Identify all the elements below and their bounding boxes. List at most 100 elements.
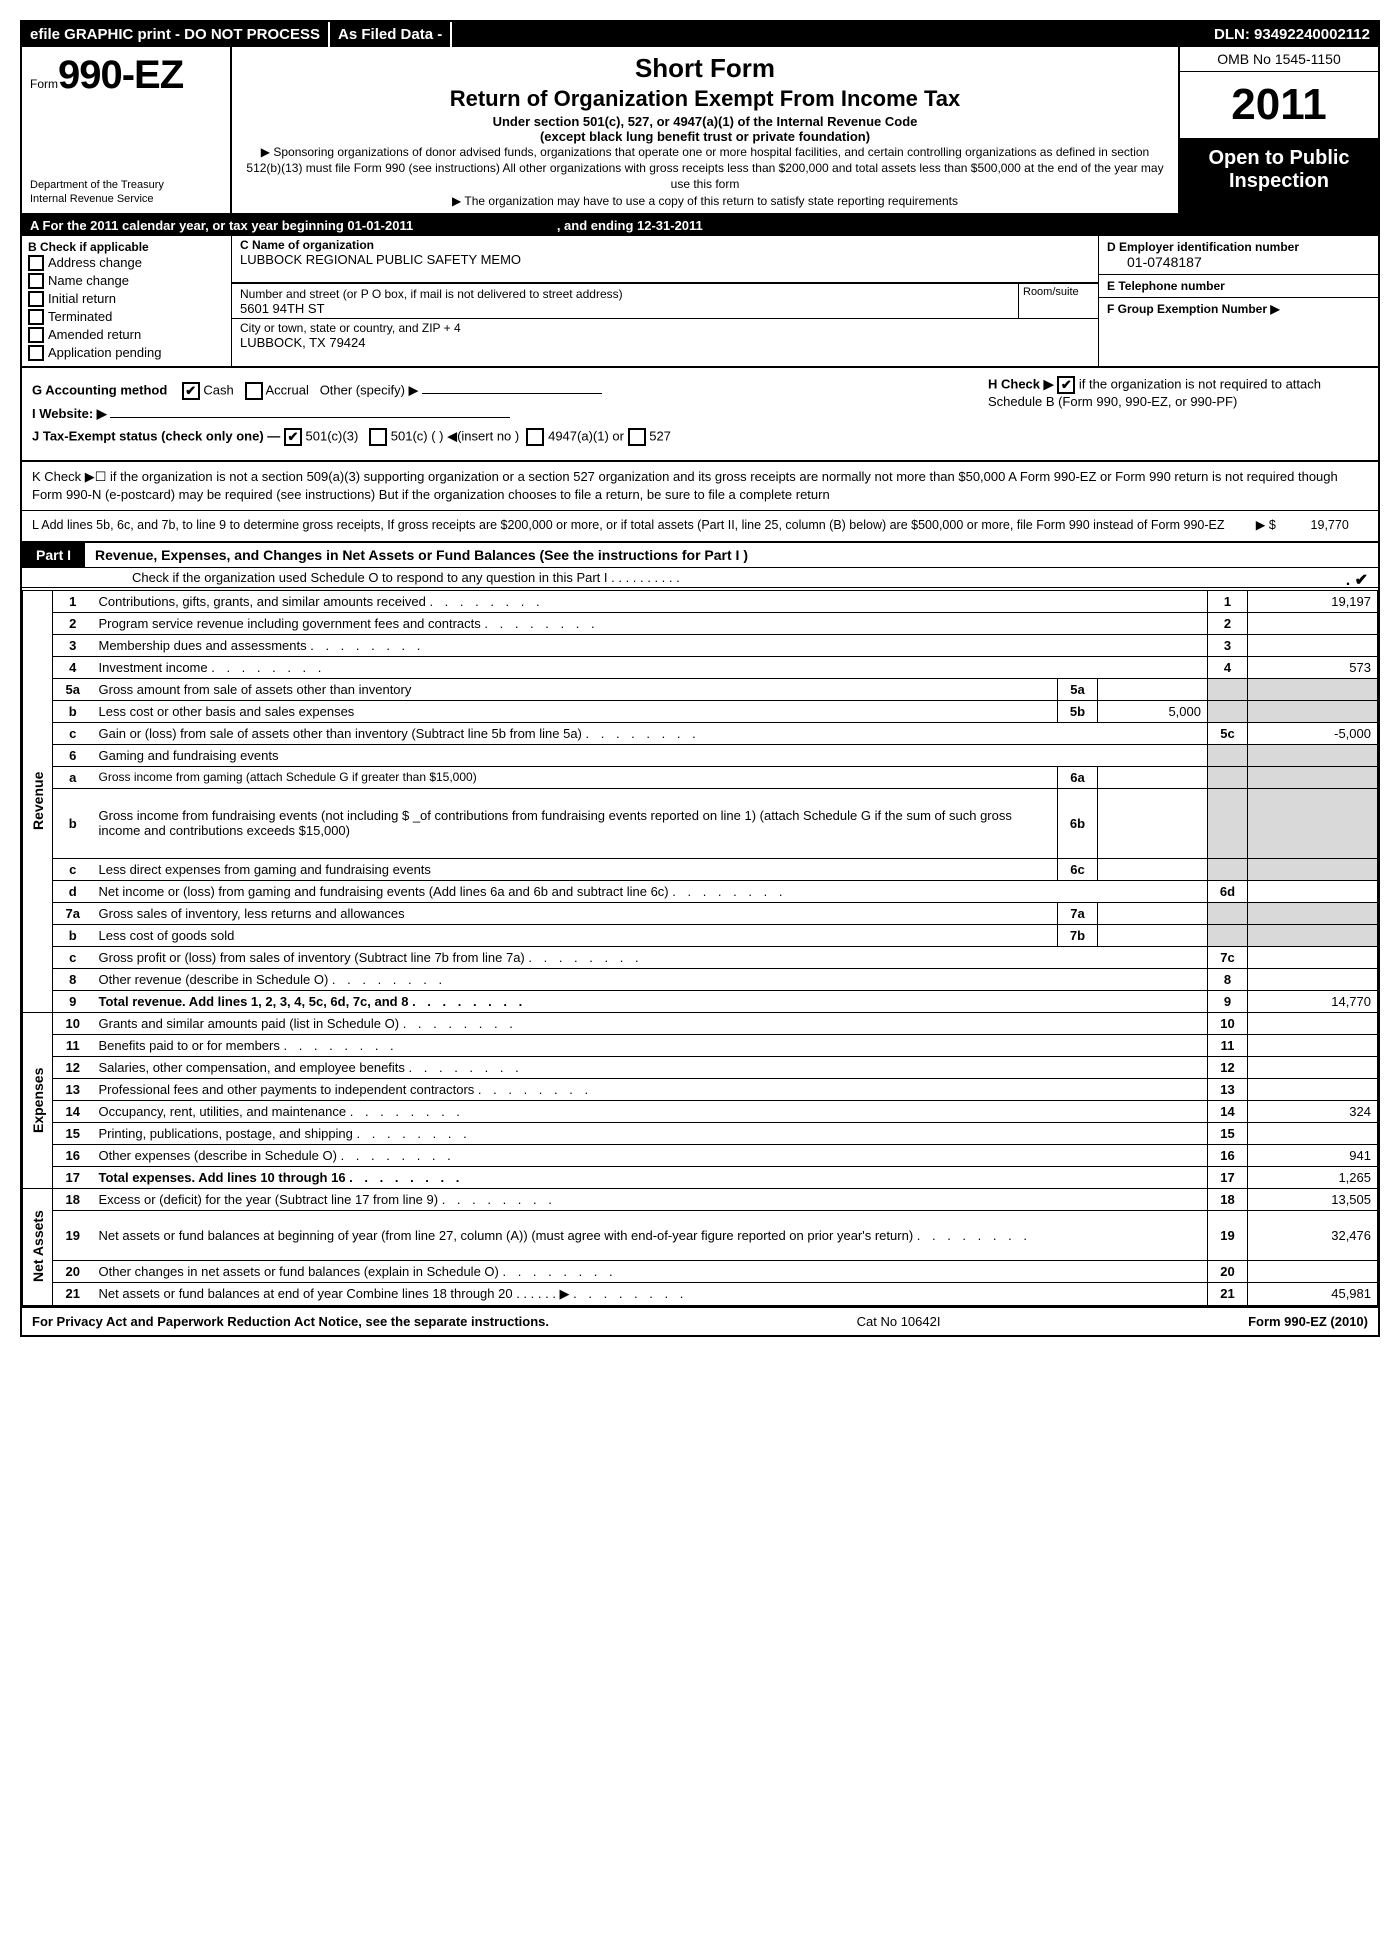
line-number: c (53, 858, 93, 880)
501c-checkbox[interactable] (369, 428, 387, 446)
line-number: 14 (53, 1100, 93, 1122)
gross-receipts: 19,770 (1311, 518, 1349, 532)
checkbox[interactable] (28, 291, 44, 307)
line-desc: Less cost of goods sold (93, 924, 1058, 946)
line-number: b (53, 788, 93, 858)
accrual-checkbox[interactable] (245, 382, 263, 400)
line-number: a (53, 766, 93, 788)
col-line-number: 12 (1208, 1056, 1248, 1078)
checkbox-row: Initial return (28, 290, 225, 308)
line-desc: Occupancy, rent, utilities, and maintena… (93, 1100, 1208, 1122)
line-number: c (53, 946, 93, 968)
checkbox-row: Address change (28, 254, 225, 272)
line-desc: Salaries, other compensation, and employ… (93, 1056, 1208, 1078)
527-checkbox[interactable] (628, 428, 646, 446)
accounting-block: G Accounting method ✔ Cash Accrual Other… (22, 368, 1378, 462)
sub-line-number: 5a (1058, 678, 1098, 700)
table-row: Net Assets18Excess or (deficit) for the … (23, 1188, 1378, 1210)
sub-line-value (1098, 902, 1208, 924)
col-line-number: 1 (1208, 590, 1248, 612)
line-desc: Gain or (loss) from sale of assets other… (93, 722, 1208, 744)
col-line-value: 45,981 (1248, 1282, 1378, 1305)
line-desc: Less cost or other basis and sales expen… (93, 700, 1058, 722)
line-number: 11 (53, 1034, 93, 1056)
sub-line-number: 6a (1058, 766, 1098, 788)
col-line-value: 1,265 (1248, 1166, 1378, 1188)
line-number: 12 (53, 1056, 93, 1078)
line-desc: Investment income . . . . . . . . (93, 656, 1208, 678)
open-to-public: Open to Public Inspection (1180, 139, 1378, 213)
table-row: 21Net assets or fund balances at end of … (23, 1282, 1378, 1305)
col-line-number: 10 (1208, 1012, 1248, 1034)
omb-number: OMB No 1545-1150 (1180, 47, 1378, 72)
col-line-number: 16 (1208, 1144, 1248, 1166)
col-line-number: 15 (1208, 1122, 1248, 1144)
table-row: 7aGross sales of inventory, less returns… (23, 902, 1378, 924)
col-line-number: 17 (1208, 1166, 1248, 1188)
table-row: 15Printing, publications, postage, and s… (23, 1122, 1378, 1144)
col-line-number: 19 (1208, 1210, 1248, 1260)
line-desc: Less direct expenses from gaming and fun… (93, 858, 1058, 880)
line-number: d (53, 880, 93, 902)
street-address: 5601 94TH ST (240, 301, 325, 316)
checkbox[interactable] (28, 255, 44, 271)
501c3-checkbox[interactable]: ✔ (284, 428, 302, 446)
col-line-number: 7c (1208, 946, 1248, 968)
line-desc: Gross income from fundraising events (no… (93, 788, 1058, 858)
sub-line-value: 5,000 (1098, 700, 1208, 722)
checkbox[interactable] (28, 273, 44, 289)
website-line: I Website: ▶ (32, 406, 988, 422)
footer: For Privacy Act and Paperwork Reduction … (22, 1306, 1378, 1335)
schedule-b-check: H Check ▶ ✔ if the organization is not r… (988, 376, 1368, 452)
cash-checkbox[interactable]: ✔ (182, 382, 200, 400)
checkbox-row: Application pending (28, 344, 225, 362)
title-short-form: Short Form (242, 53, 1168, 84)
table-row: 9Total revenue. Add lines 1, 2, 3, 4, 5c… (23, 990, 1378, 1012)
checkbox[interactable] (28, 309, 44, 325)
table-row: 19Net assets or fund balances at beginni… (23, 1210, 1378, 1260)
department: Department of the Treasury Internal Reve… (30, 178, 222, 207)
line-desc: Professional fees and other payments to … (93, 1078, 1208, 1100)
efile-notice: efile GRAPHIC print - DO NOT PROCESS (22, 22, 328, 47)
col-line-number: 2 (1208, 612, 1248, 634)
line-number: 5a (53, 678, 93, 700)
table-row: 5aGross amount from sale of assets other… (23, 678, 1378, 700)
section-c-name-address: C Name of organization LUBBOCK REGIONAL … (232, 236, 1098, 366)
table-row: 16Other expenses (describe in Schedule O… (23, 1144, 1378, 1166)
checkbox[interactable] (28, 327, 44, 343)
org-name: LUBBOCK REGIONAL PUBLIC SAFETY MEMO (240, 252, 521, 267)
col-line-value: 14,770 (1248, 990, 1378, 1012)
line-number: 10 (53, 1012, 93, 1034)
col-line-value (1248, 1034, 1378, 1056)
sub-line-number: 5b (1058, 700, 1098, 722)
checkbox[interactable] (28, 345, 44, 361)
4947-checkbox[interactable] (526, 428, 544, 446)
line-number: 2 (53, 612, 93, 634)
line-desc: Net income or (loss) from gaming and fun… (93, 880, 1208, 902)
sub-line-value (1098, 766, 1208, 788)
scheduleb-checkbox[interactable]: ✔ (1057, 376, 1075, 394)
table-row: cLess direct expenses from gaming and fu… (23, 858, 1378, 880)
col-line-value: -5,000 (1248, 722, 1378, 744)
col-line-number: 21 (1208, 1282, 1248, 1305)
line-desc: Membership dues and assessments . . . . … (93, 634, 1208, 656)
accounting-method: G Accounting method ✔ Cash Accrual Other… (32, 382, 988, 400)
sub-line-number: 6c (1058, 858, 1098, 880)
line-desc: Benefits paid to or for members . . . . … (93, 1034, 1208, 1056)
col-line-value (1248, 1056, 1378, 1078)
tax-period: A For the 2011 calendar year, or tax yea… (22, 215, 1378, 236)
col-line-value: 941 (1248, 1144, 1378, 1166)
sub-line-value (1098, 858, 1208, 880)
col-line-value (1248, 880, 1378, 902)
table-row: Revenue1Contributions, gifts, grants, an… (23, 590, 1378, 612)
table-row: bLess cost or other basis and sales expe… (23, 700, 1378, 722)
header-center: Short Form Return of Organization Exempt… (232, 47, 1178, 213)
table-row: 14Occupancy, rent, utilities, and mainte… (23, 1100, 1378, 1122)
form-number: Form 990-EZ (30, 53, 222, 98)
line-desc: Program service revenue including govern… (93, 612, 1208, 634)
col-line-value: 19,197 (1248, 590, 1378, 612)
asfiled-label: As Filed Data - (328, 22, 452, 47)
line-number: 7a (53, 902, 93, 924)
line-desc: Other revenue (describe in Schedule O) .… (93, 968, 1208, 990)
col-line-value (1248, 968, 1378, 990)
